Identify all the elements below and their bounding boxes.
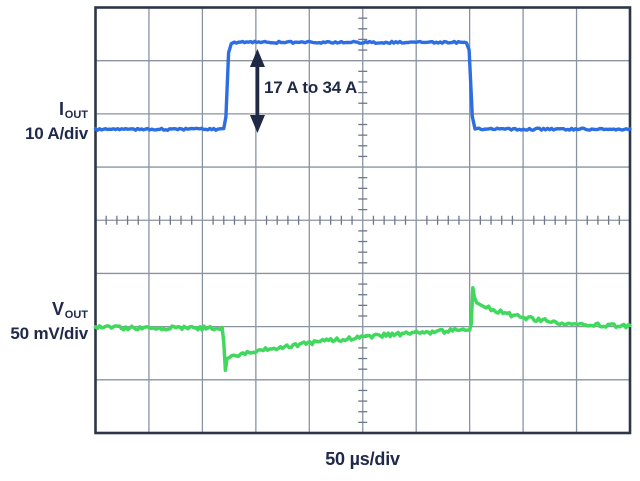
ch2-symbol: VOUT <box>51 299 88 321</box>
time-scale-label: 50 µs/div <box>325 449 400 469</box>
ch2-label: VOUT 50 mV/div <box>0 299 88 344</box>
ch1-scale-label: 10 A/div <box>25 124 88 143</box>
step-annotation-label: 17 A to 34 A <box>264 78 358 97</box>
ch2-subscript: OUT <box>64 309 88 321</box>
ch1-subscript: OUT <box>64 109 88 121</box>
ch2-scale-label: 50 mV/div <box>10 324 88 343</box>
ch1-label: IOUT 10 A/div <box>0 99 88 144</box>
ch1-symbol: IOUT <box>58 99 88 121</box>
